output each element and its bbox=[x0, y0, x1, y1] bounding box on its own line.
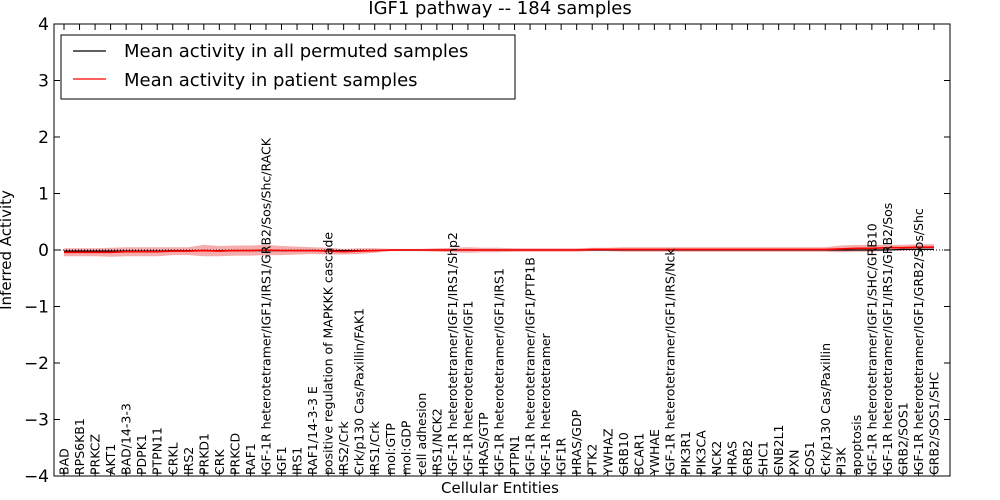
x-tick-label-irs1-crk: IRS1/Crk bbox=[367, 421, 382, 475]
x-tick-label-grb2-sos1: GRB2/SOS1 bbox=[895, 402, 910, 475]
y-tick-label: 0 bbox=[38, 241, 49, 261]
x-tick-label-prkcz: PRKCZ bbox=[88, 434, 103, 475]
x-tick-label-igf-1r-heterotetramer-igf1-irs1-grb2-sos-shc-rack: IGF-1R heterotetramer/IGF1/IRS1/GRB2/Sos… bbox=[259, 137, 274, 475]
x-tick-label-igf-1r-heterotetramer-igf1: IGF-1R heterotetramer/IGF1 bbox=[460, 301, 475, 475]
x-tick-label-pi3k: PI3K bbox=[833, 447, 848, 475]
y-tick-label: −2 bbox=[24, 354, 49, 374]
x-tick-label-akt1: AKT1 bbox=[103, 444, 118, 475]
x-tick-label-ywhaz: YWHAZ bbox=[600, 428, 615, 476]
series-line-patient bbox=[64, 246, 934, 254]
x-tick-label-igf-1r-heterotetramer-igf1-grb2-sos-shc: IGF-1R heterotetramer/IGF1/GRB2/Sos/Shc bbox=[911, 208, 926, 475]
x-tick-label-ptpn11: PTPN11 bbox=[150, 427, 165, 475]
x-tick-label-gnb2l1: GNB2L1 bbox=[771, 425, 786, 475]
x-tick-label-crk-p130-cas-paxillin: Crk/p130 Cas/Paxillin bbox=[818, 343, 833, 475]
x-tick-label-igf-1r-heterotetramer-igf1-irs1-grb2-sos: IGF-1R heterotetramer/IGF1/IRS1/GRB2/Sos bbox=[880, 203, 895, 475]
legend: Mean activity in all permuted samples Me… bbox=[60, 34, 516, 100]
x-tick-label-apoptosis: apoptosis bbox=[849, 415, 864, 475]
x-tick-label-bcar1: BCAR1 bbox=[631, 433, 646, 475]
x-tick-label-irs2: IRS2 bbox=[181, 447, 196, 475]
x-axis-label: Cellular Entities bbox=[441, 479, 559, 497]
x-tick-label-pik3ca: PIK3CA bbox=[694, 430, 709, 475]
y-tick-label: −4 bbox=[24, 467, 49, 487]
x-tick-label-prkd1: PRKD1 bbox=[196, 433, 211, 475]
legend-label-patient: Mean activity in patient samples bbox=[124, 70, 418, 91]
x-tick-label-pxn: PXN bbox=[787, 450, 802, 475]
x-tick-label-ptk2: PTK2 bbox=[585, 444, 600, 475]
x-tick-label-irs1-nck2: IRS1/NCK2 bbox=[429, 408, 444, 475]
x-tick-label-mol-gtp: mol:GTP bbox=[383, 423, 398, 475]
y-tick-label: 3 bbox=[38, 72, 49, 92]
x-tick-label-cell-adhesion: cell adhesion bbox=[414, 393, 429, 475]
x-tick-label-irs1: IRS1 bbox=[290, 447, 305, 475]
x-tick-label-igf1r: IGF1R bbox=[554, 437, 569, 475]
x-tick-label-grb2: GRB2 bbox=[740, 440, 755, 475]
x-tick-label-mol-gdp: mol:GDP bbox=[398, 420, 413, 475]
chart-title: IGF1 pathway -- 184 samples bbox=[368, 0, 631, 19]
x-tick-label-ywhae: YWHAE bbox=[647, 429, 662, 476]
x-tick-label-crk: CRK bbox=[212, 449, 227, 475]
x-tick-label-igf1: IGF1 bbox=[274, 446, 289, 475]
legend-box bbox=[60, 34, 516, 100]
y-tick-label: 2 bbox=[38, 128, 49, 148]
x-tick-label-grb2-sos1-shc: GRB2/SOS1/SHC bbox=[927, 372, 942, 475]
x-tick-label-irs2-crk: IRS2/Crk bbox=[336, 421, 351, 475]
y-tick-label: 1 bbox=[38, 185, 49, 205]
x-tick-label-bad: BAD bbox=[57, 448, 72, 475]
x-tick-label-hras-gtp: HRAS/GTP bbox=[476, 412, 491, 475]
x-tick-label-igf-1r-heterotetramer: IGF-1R heterotetramer bbox=[538, 332, 553, 475]
x-tick-label-grb10: GRB10 bbox=[616, 432, 631, 475]
x-tick-label-crkl: CRKL bbox=[165, 442, 180, 475]
series-layer bbox=[54, 246, 950, 254]
x-axis: BAD RPS6KB1 PRKCZ AKT1 BAD/14-3-3 PDPK1 PTPN11… bbox=[57, 24, 942, 476]
x-tick-label-sos1: SOS1 bbox=[802, 441, 817, 475]
x-tick-label-hras-gdp: HRAS/GDP bbox=[569, 409, 584, 475]
x-tick-label-crk-p130-cas-paxillin-fak1: Crk/p130 Cas/Paxillin/FAK1 bbox=[352, 308, 367, 475]
x-tick-label-shc1: SHC1 bbox=[756, 441, 771, 475]
x-tick-label-raf1-14-3-3-e: RAF1/14-3-3 E bbox=[305, 386, 320, 475]
x-tick-label-igf-1r-heterotetramer-igf1-irs1: IGF-1R heterotetramer/IGF1/IRS1 bbox=[492, 268, 507, 475]
x-tick-label-pdpk1: PDPK1 bbox=[134, 434, 149, 475]
x-tick-label-rps6kb1: RPS6KB1 bbox=[72, 418, 87, 475]
x-tick-label-igf-1r-heterotetramer-igf1-ptp1b: IGF-1R heterotetramer/IGF1/PTP1B bbox=[523, 257, 538, 475]
y-axis-label: Inferred Activity bbox=[0, 190, 15, 310]
y-tick-label: −1 bbox=[24, 298, 49, 318]
x-tick-label-igf-1r-heterotetramer-igf1-irs-nck: IGF-1R heterotetramer/IGF1/IRS/Nck bbox=[662, 248, 677, 475]
legend-label-permuted: Mean activity in all permuted samples bbox=[124, 41, 468, 62]
y-tick-label: 4 bbox=[38, 15, 49, 35]
x-tick-label-igf-1r-heterotetramer-igf1-shc-grb10: IGF-1R heterotetramer/IGF1/SHC/GRB10 bbox=[864, 223, 879, 475]
x-tick-label-nck2: NCK2 bbox=[709, 441, 724, 475]
x-tick-label-raf1: RAF1 bbox=[243, 443, 258, 475]
x-tick-label-igf-1r-heterotetramer-igf1-irs1-shp2: IGF-1R heterotetramer/IGF1/IRS1/Shp2 bbox=[445, 232, 460, 475]
x-tick-label-hras: HRAS bbox=[725, 441, 740, 475]
x-tick-label-prkcd: PRKCD bbox=[227, 433, 242, 475]
x-tick-label-bad-14-3-3: BAD/14-3-3 bbox=[119, 403, 134, 475]
y-axis: −4 −3 −2 −1 0 1 2 3 4 bbox=[24, 15, 950, 487]
y-tick-label: −3 bbox=[24, 411, 49, 431]
x-tick-label-pik3r1: PIK3R1 bbox=[678, 431, 693, 475]
x-tick-label-ptpn1: PTPN1 bbox=[507, 435, 522, 475]
x-tick-label-positive-regulation-of-mapkkk-cascade: positive regulation of MAPKKK cascade bbox=[321, 232, 336, 475]
